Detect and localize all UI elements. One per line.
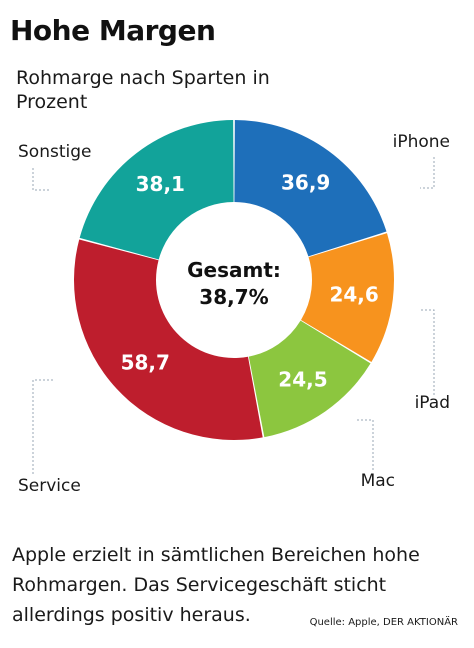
- value-label-service: 58,7: [121, 350, 170, 374]
- category-label-ipad: iPad: [415, 393, 450, 413]
- leader-line-service: [32, 379, 55, 474]
- center-label-title: Gesamt:: [187, 258, 281, 282]
- value-label-sonstige: 38,1: [136, 172, 185, 196]
- category-label-service: Service: [18, 476, 81, 496]
- category-labels: iPhone iPad Mac Service Sonstige: [18, 132, 450, 496]
- leader-lines: [32, 157, 435, 474]
- value-labels: 36,9 24,6 24,5 58,7 38,1: [121, 171, 379, 392]
- slice-iphone: [234, 120, 387, 257]
- value-label-mac: 24,5: [278, 367, 327, 391]
- leader-line-sonstige: [32, 168, 50, 191]
- leader-line-mac: [355, 419, 374, 470]
- value-label-ipad: 24,6: [329, 283, 378, 307]
- slice-ipad: [300, 233, 394, 362]
- chart-title: Hohe Margen: [10, 14, 216, 47]
- category-label-sonstige: Sonstige: [18, 142, 91, 162]
- caption: Apple erzielt in sämtlichen Bereichen ho…: [12, 544, 420, 626]
- donut-slices: [73, 120, 394, 440]
- slice-sonstige: [79, 120, 234, 260]
- center-label-value: 38,7%: [199, 285, 268, 309]
- source-note: Quelle: Apple, DER AKTIONÄR: [309, 617, 458, 628]
- leader-line-iphone: [420, 157, 435, 189]
- slice-mac: [248, 320, 371, 438]
- chart-subtitle: Rohmarge nach Sparten in Prozent: [16, 67, 270, 113]
- value-label-iphone: 36,9: [281, 171, 330, 195]
- category-label-iphone: iPhone: [393, 132, 450, 152]
- category-label-mac: Mac: [361, 471, 395, 491]
- leader-line-ipad: [420, 309, 435, 395]
- donut-chart: 36,9 24,6 24,5 58,7 38,1 iPhone iPad Mac Servic…: [18, 120, 450, 496]
- slice-service: [73, 239, 263, 440]
